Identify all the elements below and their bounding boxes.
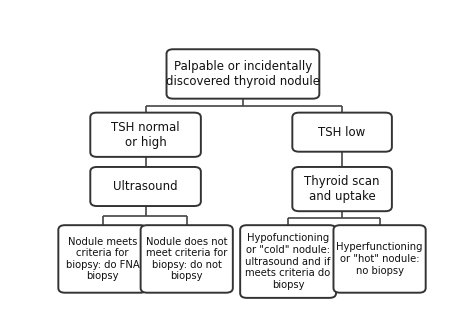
FancyBboxPatch shape: [292, 167, 392, 211]
Text: Hypofunctioning
or "cold" nodule:
ultrasound and if
meets criteria do
biopsy: Hypofunctioning or "cold" nodule: ultras…: [246, 233, 331, 290]
FancyBboxPatch shape: [334, 225, 426, 293]
Text: Nodule meets
criteria for
biopsy: do FNA
biopsy: Nodule meets criteria for biopsy: do FNA…: [66, 237, 139, 281]
Text: Thyroid scan
and uptake: Thyroid scan and uptake: [304, 175, 380, 203]
FancyBboxPatch shape: [166, 49, 319, 99]
FancyBboxPatch shape: [240, 225, 336, 298]
Text: Ultrasound: Ultrasound: [113, 180, 178, 193]
Text: TSH normal
or high: TSH normal or high: [111, 121, 180, 149]
Text: Nodule does not
meet criteria for
biopsy: do not
biopsy: Nodule does not meet criteria for biopsy…: [146, 237, 228, 281]
Text: Hyperfunctioning
or "hot" nodule:
no biopsy: Hyperfunctioning or "hot" nodule: no bio…: [337, 242, 423, 276]
FancyBboxPatch shape: [90, 167, 201, 206]
FancyBboxPatch shape: [58, 225, 147, 293]
FancyBboxPatch shape: [141, 225, 233, 293]
Text: TSH low: TSH low: [319, 126, 366, 139]
FancyBboxPatch shape: [90, 113, 201, 157]
Text: Palpable or incidentally
discovered thyroid nodule: Palpable or incidentally discovered thyr…: [166, 60, 320, 88]
FancyBboxPatch shape: [292, 113, 392, 152]
